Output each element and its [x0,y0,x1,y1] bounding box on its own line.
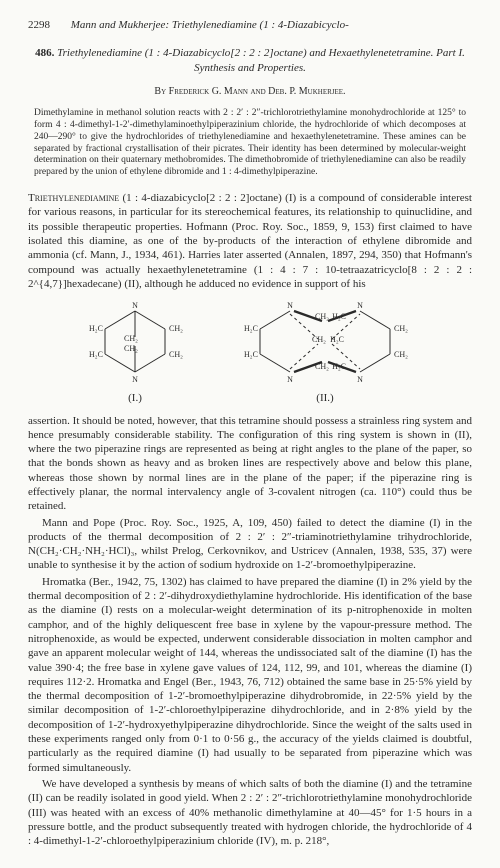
title-block: 486. Triethylenediamine (1 : 4-Diazabicy… [28,46,472,75]
svg-text:H₂C: H₂C [332,362,346,371]
figure-1-label: (I.) [80,391,190,405]
svg-text:CH₂: CH₂ [315,312,329,321]
svg-text:H₂C: H₂C [89,324,103,333]
svg-text:H₂C: H₂C [89,350,103,359]
svg-text:N: N [357,375,363,384]
svg-text:N: N [357,301,363,310]
paragraph-2: assertion. It should be noted, however, … [28,414,472,514]
figure-2: N N N N H₂C H₂C CH₂ CH₂ CH₂ CH₂ H₂C H₂C … [230,299,420,405]
figure-2-label: (II.) [230,391,420,405]
paragraph-1: Triethylenediamine (1 : 4-diazabicyclo[2… [28,191,472,291]
running-head: Mann and Mukherjee: Triethylenediamine (… [71,19,349,31]
paragraph-4: Hromatka (Ber., 1942, 75, 1302) has clai… [28,575,472,775]
svg-text:N: N [132,375,138,384]
svg-text:H₂C: H₂C [244,324,258,333]
svg-text:H₂C: H₂C [332,312,346,321]
figure-row: N H₂C CH₂ CH₂ CH₂ H₂C CH₂ N (I.) [28,299,472,405]
byline: By Frederick G. Mann and Deb. P. Mukherj… [28,85,472,98]
svg-text:CH₂: CH₂ [394,324,408,333]
svg-text:N: N [287,375,293,384]
svg-text:CH₂: CH₂ [124,344,138,353]
svg-text:CH₂: CH₂ [169,350,183,359]
svg-text:CH₂: CH₂ [169,324,183,333]
paragraph-5: We have developed a synthesis by means o… [28,777,472,848]
svg-text:CH₂: CH₂ [394,350,408,359]
svg-text:N: N [287,301,293,310]
svg-text:CH₂: CH₂ [124,334,138,343]
page-number: 2298 [28,18,68,32]
abstract: Dimethylamine in methanol solution react… [34,108,466,179]
svg-text:N: N [132,301,138,310]
paper-number: 486. [35,47,54,59]
svg-text:CH₂: CH₂ [312,335,326,344]
svg-text:H₂C: H₂C [244,350,258,359]
figure-1: N H₂C CH₂ CH₂ CH₂ H₂C CH₂ N (I.) [80,299,190,405]
svg-text:CH₂: CH₂ [315,362,329,371]
svg-text:H₂C: H₂C [330,335,344,344]
paragraph-3: Mann and Pope (Proc. Roy. Soc., 1925, A,… [28,516,472,573]
paper-title: Triethylenediamine (1 : 4-Diazabicyclo[2… [57,47,465,73]
